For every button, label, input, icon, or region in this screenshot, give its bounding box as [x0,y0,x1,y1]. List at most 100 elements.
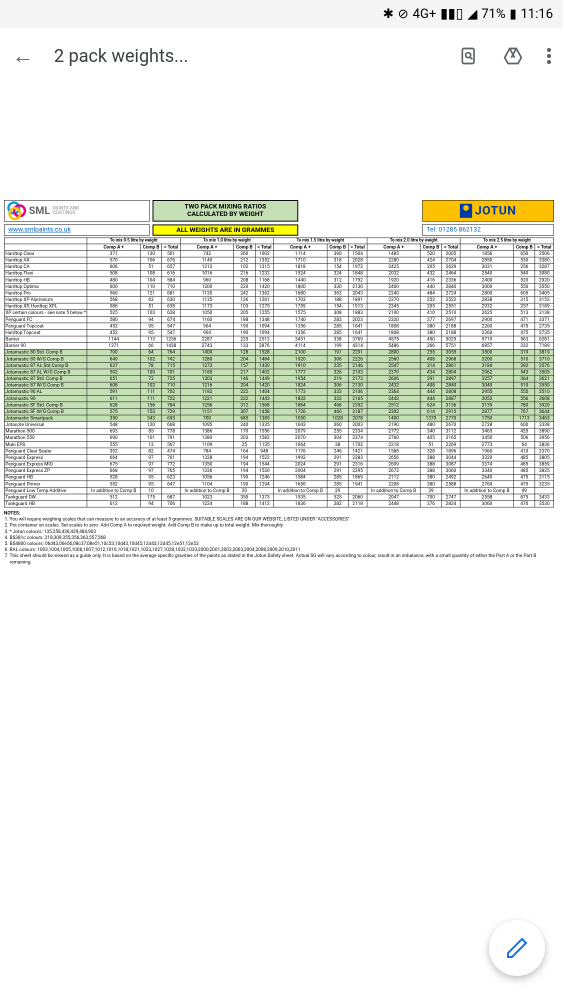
product-name-cell: Jotamastic SF Std. Comp B [4,402,87,409]
value-cell: 315 [514,296,535,303]
clock: 11:16 [521,7,553,22]
product-name-cell: Penguard Express MIO [4,461,87,468]
value-cell: 784 [162,402,181,409]
value-cell: 706 [162,500,181,507]
value-cell: In addition to Comp B [87,487,140,494]
value-cell: 97 [140,461,161,468]
value-cell: 1256 [180,402,233,409]
table-row: Jotamastic SF Std. Comp B628156784125631… [4,402,553,409]
value-cell: 1891 [348,296,367,303]
value-cell: 66 [140,342,161,349]
value-cell: 2100 [274,349,327,356]
value-cell: 3805 [535,454,554,461]
mix-ratio-title: TWO PACK MIXING RATIOS CALCULATED BY WEI… [153,200,299,222]
value-cell: 4314 [348,342,367,349]
value-cell: 1362 [255,290,274,297]
value-cell: 1120 [180,290,233,297]
value-cell: 1703 [274,296,327,303]
sml-logo-text: SML [29,205,50,217]
value-cell: 376 [420,500,441,507]
value-cell: 3530 [535,500,554,507]
telephone: Tel: 01285 862132 [422,224,554,235]
value-cell: 63 [140,296,161,303]
product-name-cell: Hardtop Pro [4,290,87,297]
back-button[interactable]: ← [12,43,34,69]
value-cell: 363 [327,290,348,297]
value-cell: 6857 [460,342,513,349]
value-cell: 388 [420,461,441,468]
value-cell: 2699 [367,461,420,468]
sub-header: Comp B [234,244,255,251]
drive-icon[interactable] [503,46,523,66]
value-cell: 191 [327,349,348,356]
table-row: Jotamastic 80 Std. Comp B700647641400128… [4,349,553,356]
edit-fab[interactable] [489,920,545,976]
value-cell: 199 [327,342,348,349]
value-cell: 266 [420,342,441,349]
value-cell: 2448 [367,500,420,507]
value-cell: 126 [234,296,255,303]
value-cell: 1328 [180,454,233,461]
sub-header: Comp B [327,244,348,251]
value-cell: 568 [87,296,140,303]
network-icon: 4G+ [413,7,437,22]
product-name-cell: Tankguard HB [4,500,87,507]
battery-icon: ▮ [509,7,516,22]
value-cell: 291 [327,461,348,468]
value-cell: 64 [140,349,161,356]
value-cell: 255 [420,349,441,356]
wifi-icon: ◢ [467,7,477,22]
document-viewport[interactable]: SML PAINTS ANDCOATINGS TWO PACK MIXING R… [0,200,563,977]
value-cell: In addition to Comp B [367,487,420,494]
value-cell: 485 [514,461,535,468]
mix-title-2: CALCULATED BY WEIGHT [155,210,295,218]
value-cell: 1412 [255,500,274,507]
dnd-icon: ⊘ [398,7,409,22]
value-cell: 470 [514,500,535,507]
value-cell: 2876 [255,342,274,349]
sml-tagline: PAINTS ANDCOATINGS [53,206,80,215]
value-cell: 194 [234,461,255,468]
value-cell: 282 [327,500,348,507]
value-cell: 1884 [274,402,327,409]
value-cell: 3060 [460,500,513,507]
value-cell: In addition to Comp B [180,487,233,494]
value-cell: 2743 [180,342,233,349]
table-row: Penguard Express MIO67597772135019415442… [4,461,553,468]
product-name-cell: Hardtop XP Aluminium [4,296,87,303]
value-cell: In addition to Comp B [460,487,513,494]
value-cell: 681 [162,290,181,297]
pencil-icon [505,936,529,960]
value-cell: 1528 [255,349,274,356]
value-cell: 1992 [274,454,327,461]
value-cell: 121 [140,290,161,297]
sub-header: = Total [255,244,274,251]
overflow-menu-button[interactable] [547,46,551,66]
sub-header: = Total [162,244,181,251]
value-cell: 2522 [442,296,461,303]
value-cell: 4114 [274,342,327,349]
url-link[interactable]: www.smlpaints.co.uk [4,224,150,235]
value-cell: 312 [234,402,255,409]
value-cell: 5486 [367,342,420,349]
product-name-cell: Penguard Express [4,454,87,461]
search-in-doc-icon[interactable] [459,46,479,66]
sub-header: Comp B [420,244,441,251]
product-name-cell: Barrier 90 [4,342,87,349]
table-row: Hardtop Pro56012168111202421362168036320… [4,290,553,297]
value-cell: 1350 [180,461,233,468]
value-cell: 700 [87,349,140,356]
table-row: Penguard Express664977611328194152219922… [4,454,553,461]
value-cell: 332 [514,342,535,349]
value-cell: 2838 [460,296,513,303]
value-cell: 188 [327,296,348,303]
sub-header: = Total [348,244,367,251]
value-cell: 560 [87,290,140,297]
value-cell: 5751 [442,342,461,349]
value-cell: 772 [162,461,181,468]
value-cell: 291 [327,454,348,461]
value-cell: 194 [234,454,255,461]
value-cell: 133 [234,342,255,349]
value-cell: 468 [327,402,348,409]
sub-header: Comp B [514,244,535,251]
